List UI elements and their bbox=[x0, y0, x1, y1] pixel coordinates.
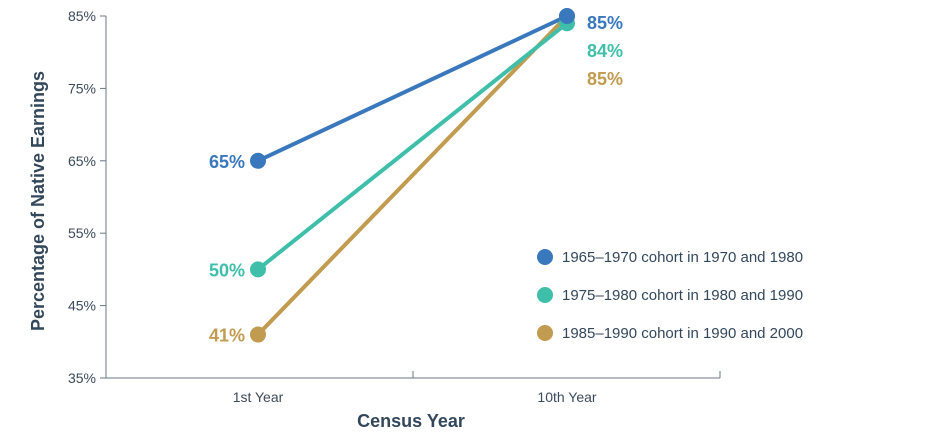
series-line bbox=[256, 14, 569, 337]
y-ticks: 35% 45% 55% 65% 75% 85% bbox=[68, 8, 106, 386]
data-label: 84% bbox=[587, 41, 623, 61]
data-point bbox=[250, 152, 266, 169]
y-tick-label: 35% bbox=[68, 370, 96, 386]
data-label: 85% bbox=[587, 13, 623, 33]
x-tick-label: 1st Year bbox=[233, 389, 284, 405]
y-axis-title: Percentage of Native Earnings bbox=[28, 71, 48, 331]
data-point bbox=[559, 8, 575, 24]
legend-label: 1985–1990 cohort in 1990 and 2000 bbox=[562, 325, 803, 342]
data-labels: 65% 85% 50% 84% 41% 85% bbox=[209, 13, 623, 346]
legend: 1965–1970 cohort in 1970 and 1980 1975–19… bbox=[537, 249, 803, 342]
series-lines bbox=[256, 14, 569, 337]
legend-marker bbox=[537, 249, 553, 265]
y-tick-label: 75% bbox=[68, 80, 96, 96]
series-line bbox=[256, 14, 569, 163]
y-tick-label: 55% bbox=[68, 225, 96, 241]
data-label: 50% bbox=[209, 260, 245, 280]
series-points bbox=[250, 8, 575, 343]
x-ticks: 1st Year 10th Year bbox=[233, 371, 721, 405]
data-label: 85% bbox=[587, 69, 623, 89]
series-line bbox=[256, 21, 569, 272]
data-label: 41% bbox=[209, 326, 245, 346]
data-point bbox=[250, 261, 266, 278]
axes bbox=[105, 16, 720, 379]
y-tick-label: 45% bbox=[68, 298, 96, 314]
x-axis-title: Census Year bbox=[357, 411, 465, 431]
legend-marker bbox=[537, 287, 553, 303]
data-point bbox=[250, 326, 266, 343]
legend-label: 1965–1970 cohort in 1970 and 1980 bbox=[562, 249, 803, 266]
x-tick-label: 10th Year bbox=[537, 389, 597, 405]
y-tick-label: 65% bbox=[68, 153, 96, 169]
y-tick-label: 85% bbox=[68, 8, 96, 24]
legend-label: 1975–1980 cohort in 1980 and 1990 bbox=[562, 287, 803, 304]
data-label: 65% bbox=[209, 152, 245, 172]
legend-marker bbox=[537, 325, 553, 341]
